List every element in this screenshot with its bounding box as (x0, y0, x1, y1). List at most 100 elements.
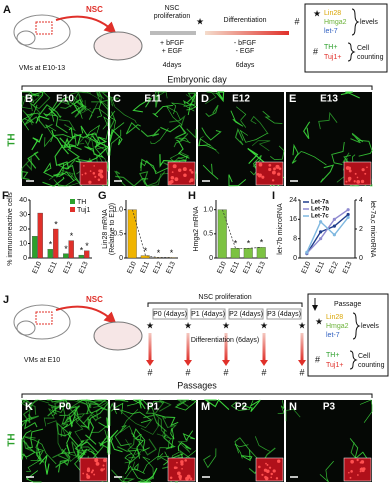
neurite (53, 171, 75, 182)
legend-item: Passage (334, 301, 361, 308)
arrow (55, 305, 117, 325)
dish (93, 31, 143, 61)
significance: * (54, 219, 58, 229)
neurite (142, 453, 164, 473)
panel-label: E (289, 93, 296, 105)
neurite (25, 470, 42, 483)
neurite (26, 428, 44, 449)
inset-cell (88, 180, 92, 184)
inset-cell (93, 473, 96, 476)
neurite (203, 399, 230, 411)
inset-cell (259, 173, 262, 177)
nsc-label: NSC (86, 295, 103, 304)
inset-cell (180, 462, 184, 466)
inset-cell (99, 169, 104, 174)
neurite (91, 99, 109, 117)
point (346, 208, 350, 212)
inset-cell (189, 168, 192, 172)
inset-cell (82, 472, 85, 475)
x-tick-label: E12 (328, 261, 340, 275)
inset-cell (278, 167, 282, 170)
neurite (71, 98, 84, 114)
brain-part (16, 320, 36, 336)
hash: # (313, 46, 318, 56)
neurite (21, 419, 38, 430)
hash: # (185, 367, 190, 377)
neurite (39, 104, 62, 119)
point (319, 237, 323, 241)
neurite (68, 126, 82, 147)
brain (13, 14, 71, 50)
legend-item: counting (357, 54, 384, 61)
inset-cell (90, 471, 93, 474)
stage-label: P3 (323, 402, 336, 413)
y-tick-label: 40 (19, 197, 27, 204)
neurite (26, 459, 42, 472)
hash: # (223, 367, 228, 377)
star: ★ (260, 320, 268, 330)
neurite (124, 465, 148, 483)
neurite (97, 143, 109, 156)
star: ★ (196, 16, 204, 26)
significance: * (49, 240, 53, 250)
y-axis-label: % immunoreactive cells (7, 192, 14, 266)
neurite (174, 137, 191, 144)
neurite (23, 436, 38, 454)
neurite (43, 408, 58, 427)
neurite (45, 107, 58, 122)
bar (256, 247, 266, 259)
neurite (21, 451, 28, 461)
passage-box (190, 308, 226, 320)
neurite (242, 399, 261, 413)
brace (351, 8, 360, 36)
nsc-label: NSC (86, 5, 103, 14)
neurite (150, 128, 169, 145)
section-header: Passages (177, 380, 217, 390)
neurite (160, 124, 187, 139)
y-tick-label: 30 (19, 211, 27, 218)
inset-cell (100, 175, 104, 179)
neurite (30, 91, 44, 106)
inset-cell (272, 170, 276, 175)
inset-cell (361, 168, 365, 172)
inset-cell (263, 468, 268, 472)
neurite (114, 170, 126, 187)
neurite (62, 415, 81, 430)
neurite (110, 95, 137, 124)
panel-label: L (113, 401, 120, 413)
inset-cell (266, 464, 269, 466)
neurite (46, 399, 65, 408)
media-label: - bFGF (234, 40, 256, 47)
neurite (294, 151, 327, 166)
neurite (140, 418, 160, 435)
neurite (170, 427, 175, 449)
x-tick-label: E12 (242, 261, 254, 275)
neurite (74, 132, 102, 146)
micrograph: D E12 (197, 91, 285, 187)
inset-cell (265, 462, 267, 465)
inset-cell (182, 167, 187, 172)
diff-arrow (186, 333, 190, 361)
neurite (48, 169, 74, 181)
neurite (109, 437, 113, 455)
significance: * (170, 248, 174, 258)
legend-label: Tuj1 (77, 207, 90, 214)
neurite (161, 416, 178, 431)
media-label: + EGF (162, 48, 182, 55)
inset-cell (190, 170, 194, 174)
y2-tick-label: 0 (359, 255, 363, 262)
inset-cell (268, 163, 272, 167)
legend-item: Lin28 (324, 10, 341, 17)
neurite (340, 91, 360, 99)
neurite (31, 133, 43, 151)
neurite (159, 154, 187, 168)
neurite (74, 100, 87, 118)
neurite (88, 107, 109, 120)
inset-cell (270, 472, 273, 476)
bar (127, 209, 137, 259)
inset-cell (85, 473, 89, 476)
neurite (94, 91, 109, 100)
brain-part (16, 30, 36, 46)
neurite (21, 156, 32, 173)
